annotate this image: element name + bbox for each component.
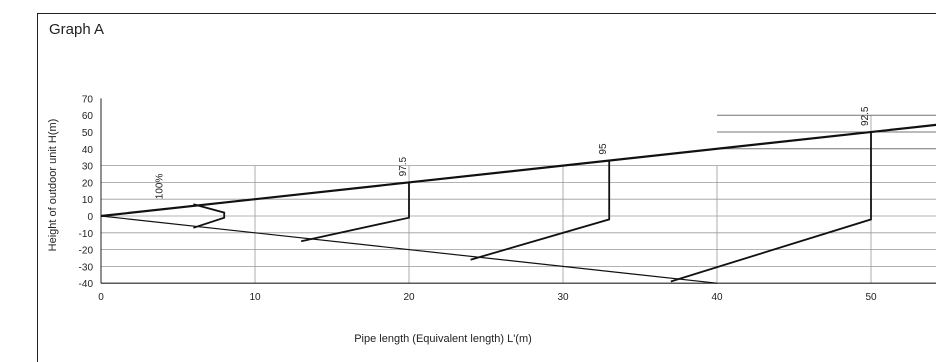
envelope-upper [100, 123, 936, 218]
x-tick-label: 10 [249, 292, 261, 303]
curve-line [193, 203, 226, 229]
x-tick-label: 40 [711, 292, 723, 303]
y-tick-label: -20 [79, 246, 94, 257]
envelope-lower [100, 215, 718, 284]
curve-line [470, 160, 611, 261]
y-tick-label: -30 [79, 262, 94, 273]
curve-label: 97.5 [398, 156, 409, 176]
y-tick-label: 30 [82, 162, 94, 173]
x-tick-label: 0 [98, 292, 104, 303]
y-tick-label: -40 [79, 279, 94, 290]
curve-line [670, 132, 872, 283]
x-tick-label: 50 [865, 292, 877, 303]
y-tick-label: -10 [79, 229, 94, 240]
y-tick-label: 60 [82, 111, 94, 122]
curve-line [301, 182, 410, 243]
curve-label: 95 [598, 143, 609, 155]
grid [100, 98, 936, 284]
y-tick-label: 40 [82, 145, 94, 156]
y-tick-label: 50 [82, 128, 94, 139]
chart-title: Graph A [49, 21, 105, 38]
x-axis-label: Pipe length (Equivalent length) L'(m) [354, 333, 532, 345]
y-tick-label: 0 [87, 212, 93, 223]
x-tick-label: 20 [403, 292, 415, 303]
y-tick-label: 70 [82, 94, 94, 105]
y-tick-label: 20 [82, 178, 94, 189]
y-axis-label: Height of outdoor unit H(m) [47, 119, 59, 252]
x-tick-label: 30 [557, 292, 569, 303]
curve-label: 92.5 [860, 106, 871, 126]
chart-frame [37, 13, 936, 362]
y-tick-label: 10 [82, 195, 94, 206]
curve-label: 100% [155, 174, 166, 200]
tick-labels: 0102030405060708090100110120130140150160… [79, 94, 877, 303]
